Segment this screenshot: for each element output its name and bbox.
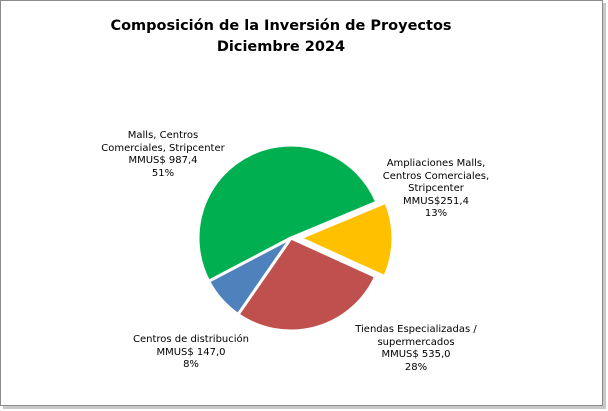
chart-frame: Composición de la Inversión de Proyectos… — [0, 0, 603, 406]
label-line: MMUS$ 535,0 — [381, 349, 451, 360]
slice-label-ampliaciones: Ampliaciones Malls, Centros Comerciales,… — [368, 158, 504, 221]
label-line: supermercados — [377, 336, 455, 348]
slice-malls — [196, 143, 379, 283]
label-line: 13% — [424, 208, 448, 219]
label-line: Malls, Centros — [127, 130, 199, 141]
chart-title-line: Composición de la Inversión de Proyectos — [110, 18, 452, 34]
label-line: Ampliaciones Malls, — [386, 158, 486, 169]
chart-title: Composición de la Inversión de Proyectos… — [1, 16, 561, 58]
label-line: Tiendas Especializadas / — [355, 324, 477, 335]
slice-ampliaciones — [298, 200, 395, 279]
label-line: 8% — [183, 359, 199, 370]
slice-label-malls: Malls, Centros Comerciales, Stripcenter … — [83, 130, 243, 180]
label-line: MMUS$ 147,0 — [156, 346, 226, 358]
label-line: Comerciales, Stripcenter — [101, 142, 225, 154]
label-line: MMUS$ 987,4 — [128, 155, 198, 166]
label-line: MMUS$251,4 — [403, 195, 469, 207]
chart-subtitle-line: Diciembre 2024 — [216, 39, 346, 55]
slice-centros-distribucion — [207, 236, 293, 316]
slice-tiendas — [236, 236, 378, 333]
label-line: Centros Comerciales, — [382, 170, 490, 182]
label-line: 51% — [151, 167, 175, 179]
pie-chart — [196, 143, 395, 333]
slice-label-tiendas: Tiendas Especializadas / supermercados M… — [341, 324, 491, 374]
label-line: Centros de distribución — [132, 334, 250, 345]
slice-label-centros-distribucion: Centros de distribución MMUS$ 147,0 8% — [116, 334, 266, 372]
label-line: Stripcenter — [408, 183, 464, 194]
label-line: 28% — [404, 361, 428, 373]
